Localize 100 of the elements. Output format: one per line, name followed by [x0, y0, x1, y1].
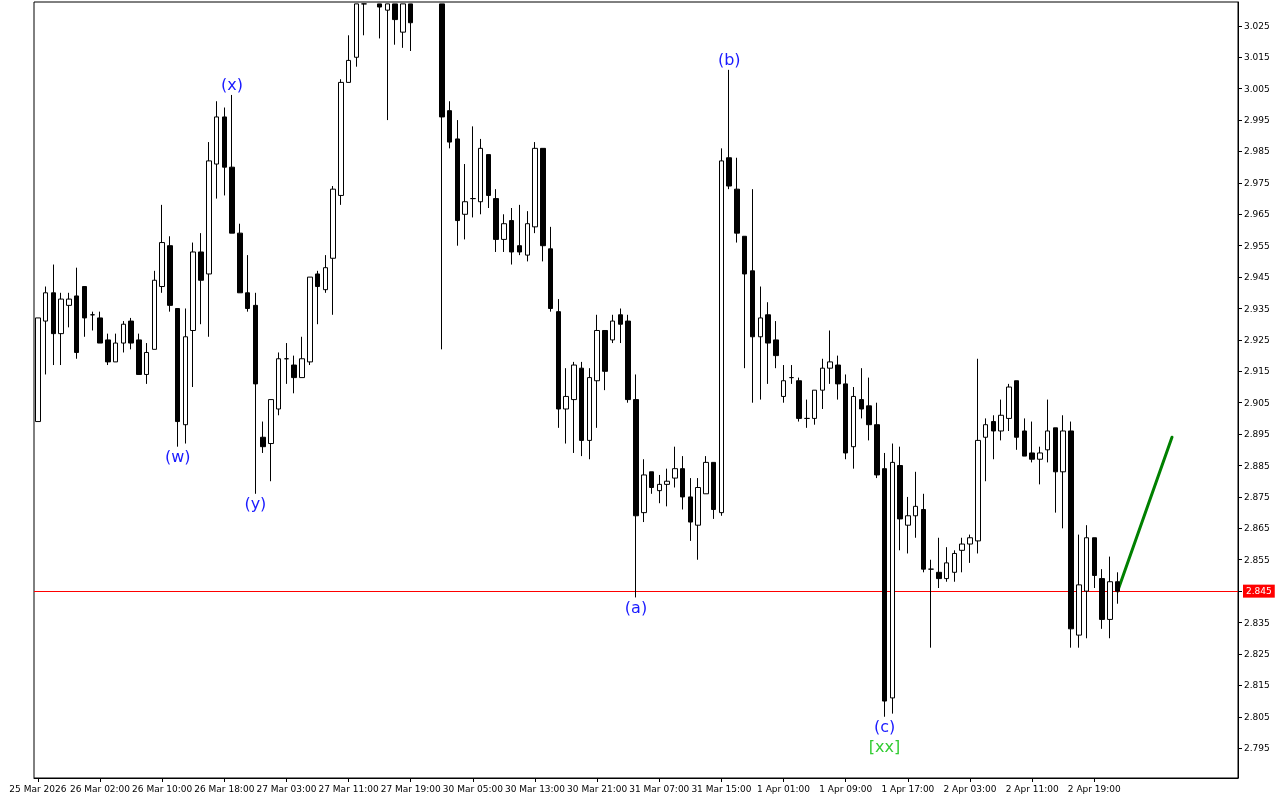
candlestick: [758, 286, 763, 401]
candlestick: [967, 534, 973, 564]
candlestick: [773, 320, 779, 369]
candlestick: [486, 154, 491, 209]
candlestick: [237, 223, 243, 294]
candlestick: [509, 207, 514, 266]
candlestick: [812, 389, 817, 426]
candlestick: [532, 141, 538, 234]
candlestick: [602, 329, 608, 391]
candlestick: [330, 185, 336, 316]
candlestick: [983, 417, 988, 482]
x-tick-label: 26 Mar 10:00: [132, 783, 193, 794]
y-tick-label: 2.995: [1244, 115, 1270, 126]
candlestick: [214, 100, 219, 200]
candlestick: [913, 471, 918, 539]
candlestick: [796, 377, 802, 423]
candlestick: [1115, 571, 1120, 605]
candlestick: [897, 446, 903, 551]
candlestick: [1014, 380, 1019, 451]
y-tick-label: 2.945: [1244, 272, 1270, 283]
candlestick: [649, 471, 654, 495]
candlestick: [338, 78, 344, 206]
candlestick: [1107, 556, 1113, 639]
candlestick: [998, 399, 1004, 441]
candlestick: [1076, 534, 1082, 649]
candlestick: [750, 188, 755, 404]
x-tick-label: 30 Mar 13:00: [504, 783, 566, 794]
candlestick: [866, 377, 872, 441]
candlestick: [548, 226, 553, 313]
candlestick: [905, 496, 911, 554]
candlestick: [959, 537, 965, 573]
candlestick: [851, 386, 856, 470]
candlestick: [688, 477, 693, 542]
candlestick: [703, 455, 709, 495]
y-tick-label: 2.855: [1244, 554, 1270, 565]
candlestick: [618, 308, 623, 344]
candlestick: [695, 477, 701, 561]
candlestick: [525, 210, 530, 262]
candlestick: [641, 458, 647, 523]
candlestick: [827, 329, 833, 385]
y-tick-label: 2.965: [1244, 209, 1270, 220]
y-tick-label: 2.845: [1246, 586, 1272, 597]
candlestick: [276, 351, 281, 416]
candlestick: [928, 559, 934, 649]
candlestick: [804, 399, 810, 429]
y-tick-label: 2.835: [1244, 617, 1270, 628]
candlestick: [657, 474, 662, 504]
candlestick: [501, 213, 507, 253]
candlestick: [97, 311, 103, 344]
x-tick-label: 26 Mar 02:00: [69, 783, 131, 794]
candlestick: [121, 320, 126, 353]
candlestick: [447, 100, 452, 149]
candlestick: [222, 107, 227, 196]
candlestick: [167, 235, 173, 313]
y-tick-label: 2.905: [1244, 397, 1270, 408]
candlestick: [664, 468, 670, 507]
candlestick: [1068, 421, 1074, 649]
y-tick-label: 3.005: [1244, 83, 1270, 94]
candlestick: [245, 254, 250, 313]
x-tick-label: 27 Mar 03:00: [256, 783, 317, 794]
candlestick: [975, 358, 981, 554]
candlestick: [74, 267, 79, 360]
x-tick-label: 27 Mar 11:00: [318, 783, 379, 794]
x-tick-label: 1 Apr 01:00: [757, 783, 811, 794]
candlestick: [789, 364, 794, 385]
candlestick: [556, 298, 561, 429]
x-tick-label: 30 Mar 21:00: [567, 783, 628, 794]
y-tick-label: 3.015: [1244, 52, 1270, 63]
candlestick: [260, 421, 266, 454]
x-tick-label: 31 Mar 15:00: [691, 783, 752, 794]
annotation: (c): [873, 717, 896, 737]
candlestick: [579, 361, 584, 457]
x-tick-label: 31 Mar 07:00: [629, 783, 690, 794]
candlestick: [835, 355, 841, 401]
candlestick: [1092, 537, 1097, 589]
candlestick: [680, 455, 685, 510]
x-tick-label: 26 Mar 18:00: [194, 783, 255, 794]
y-tick-label: 2.875: [1244, 491, 1270, 502]
candlestick: [82, 286, 87, 338]
annotation: [xx]: [868, 737, 901, 757]
candlestick: [51, 264, 56, 366]
y-tick-label: 2.805: [1244, 711, 1270, 722]
x-tick-label: 2 Apr 19:00: [1067, 783, 1122, 794]
x-tick-label: 25 Mar 2026: [9, 783, 67, 794]
candlestick: [594, 314, 600, 429]
candlestick: [105, 333, 111, 366]
candlestick: [455, 119, 460, 247]
candlestick: [936, 537, 942, 589]
candlestick: [890, 443, 895, 715]
y-tick-label: 2.985: [1244, 146, 1270, 157]
candlestick: [1029, 421, 1035, 463]
candlestick: [571, 361, 577, 454]
candlestick: [726, 69, 732, 190]
candlestick: [284, 342, 289, 385]
candlestick: [291, 355, 297, 394]
candlestick: [470, 125, 476, 218]
candlestick: [346, 34, 351, 83]
candlestick: [307, 276, 313, 366]
annotation: (a): [624, 597, 648, 617]
y-tick-label: 2.795: [1244, 743, 1270, 754]
